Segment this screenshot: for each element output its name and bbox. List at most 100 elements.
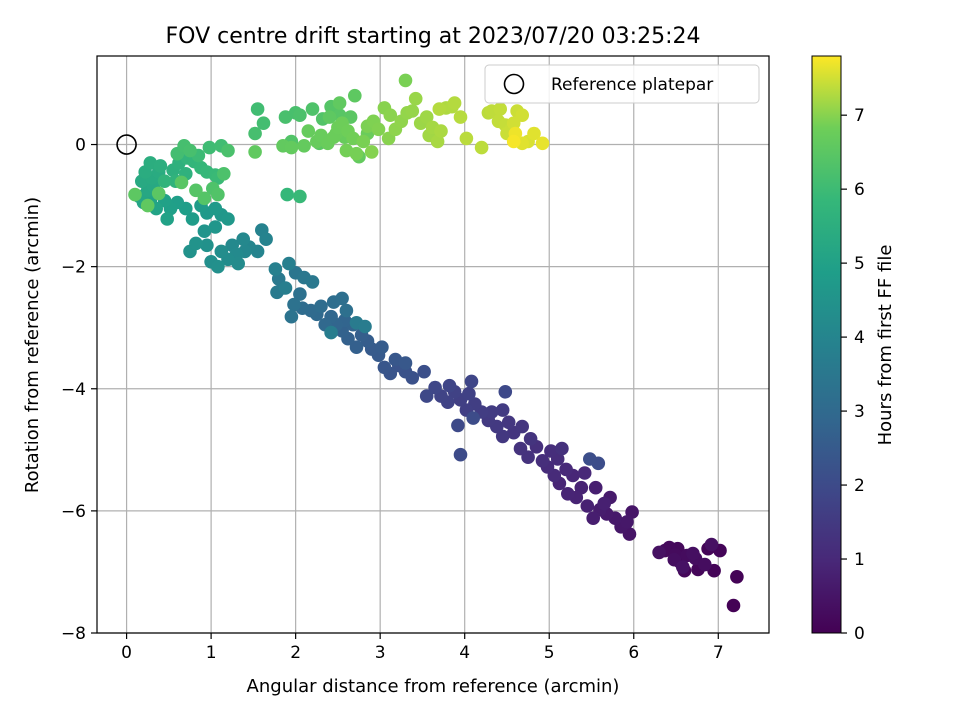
data-point <box>515 108 529 122</box>
data-point <box>231 256 245 271</box>
data-point <box>515 419 529 434</box>
data-point <box>301 124 316 138</box>
x-axis-label: Angular distance from reference (arcmin) <box>247 676 620 697</box>
data-point <box>513 441 528 456</box>
data-point <box>544 444 558 458</box>
data-point <box>314 299 328 314</box>
data-point <box>280 187 295 202</box>
data-point <box>559 462 573 477</box>
data-point <box>447 96 462 110</box>
data-point <box>597 496 611 511</box>
data-point <box>356 134 371 149</box>
y-tick-label: −8 <box>61 624 86 644</box>
x-tick-label: 1 <box>206 643 217 663</box>
data-point <box>278 281 293 295</box>
data-point <box>474 140 489 155</box>
y-tick-label: −6 <box>61 502 86 522</box>
data-point <box>128 187 142 202</box>
data-point <box>419 389 434 403</box>
data-point <box>586 511 600 525</box>
data-point <box>495 403 510 417</box>
plot-frame <box>96 55 770 634</box>
x-tick-label: 5 <box>544 643 555 663</box>
data-point <box>561 487 575 501</box>
legend-box <box>484 64 760 104</box>
data-point <box>726 598 741 613</box>
data-point <box>676 560 690 574</box>
data-point <box>183 143 197 158</box>
data-point <box>324 325 338 340</box>
data-point <box>398 356 413 370</box>
data-point <box>462 386 476 401</box>
data-point <box>527 126 541 141</box>
data-point <box>495 429 510 444</box>
data-point <box>484 405 499 419</box>
data-point <box>197 191 212 206</box>
colorbar-tick-label: 3 <box>854 402 865 422</box>
data-point <box>498 385 513 399</box>
colorbar-ticks: 0 1 2 3 4 5 6 7 <box>841 106 865 644</box>
data-point <box>153 159 168 173</box>
data-point <box>375 340 389 355</box>
data-point <box>434 124 448 138</box>
data-point <box>217 167 231 181</box>
colorbar-tick-label: 5 <box>854 254 865 274</box>
x-tick-label: 7 <box>713 643 724 663</box>
data-point <box>453 447 468 462</box>
x-tick-label: 0 <box>121 643 132 663</box>
x-tick-label: 6 <box>628 643 639 663</box>
data-point <box>157 174 172 188</box>
data-point <box>197 224 212 238</box>
data-point <box>211 259 225 274</box>
data-point <box>189 236 203 251</box>
data-point <box>383 108 398 122</box>
data-point <box>501 415 516 430</box>
data-point <box>620 515 634 529</box>
data-point <box>282 256 296 271</box>
colorbar-tick-label: 4 <box>854 328 865 348</box>
colorbar-gradient <box>811 55 842 634</box>
data-point <box>464 374 479 389</box>
data-point <box>208 220 223 234</box>
data-point <box>189 183 203 198</box>
data-point <box>349 340 364 355</box>
data-point <box>268 262 283 276</box>
chart-title: FOV centre drift starting at 2023/07/20 … <box>166 24 701 49</box>
data-point <box>284 309 299 324</box>
legend: Reference platepar <box>484 64 760 104</box>
data-point <box>419 110 434 124</box>
colorbar: 0 1 2 3 4 5 6 7 Hours from first FF file <box>811 55 896 644</box>
colorbar-tick-label: 0 <box>854 624 865 644</box>
data-point <box>555 441 569 456</box>
data-point <box>730 570 744 584</box>
data-point <box>349 146 364 161</box>
data-point <box>293 189 307 204</box>
data-point <box>256 116 271 130</box>
data-point <box>493 102 508 116</box>
data-point <box>250 102 265 116</box>
data-point <box>287 297 301 312</box>
data-point <box>284 140 299 155</box>
colorbar-tick-label: 6 <box>854 180 865 200</box>
data-point <box>174 175 189 190</box>
data-point <box>185 212 200 226</box>
data-point <box>398 73 413 88</box>
legend-marker-icon <box>503 73 525 95</box>
x-axis-ticks: 0 1 2 3 4 5 6 7 <box>121 633 724 663</box>
data-point <box>588 480 603 495</box>
x-tick-label: 3 <box>375 643 386 663</box>
colorbar-tick-label: 1 <box>854 550 865 570</box>
data-point <box>202 140 217 155</box>
colorbar-label: Hours from first FF file <box>875 245 896 446</box>
y-axis-ticks: −8 −6 −4 −2 0 <box>61 136 97 644</box>
data-point <box>259 232 273 246</box>
data-point <box>417 364 431 379</box>
data-point <box>248 126 262 141</box>
data-point <box>335 291 349 306</box>
data-point <box>405 104 420 118</box>
data-point <box>346 131 360 146</box>
data-point <box>200 238 214 253</box>
data-point <box>211 187 225 202</box>
data-point <box>523 432 538 446</box>
